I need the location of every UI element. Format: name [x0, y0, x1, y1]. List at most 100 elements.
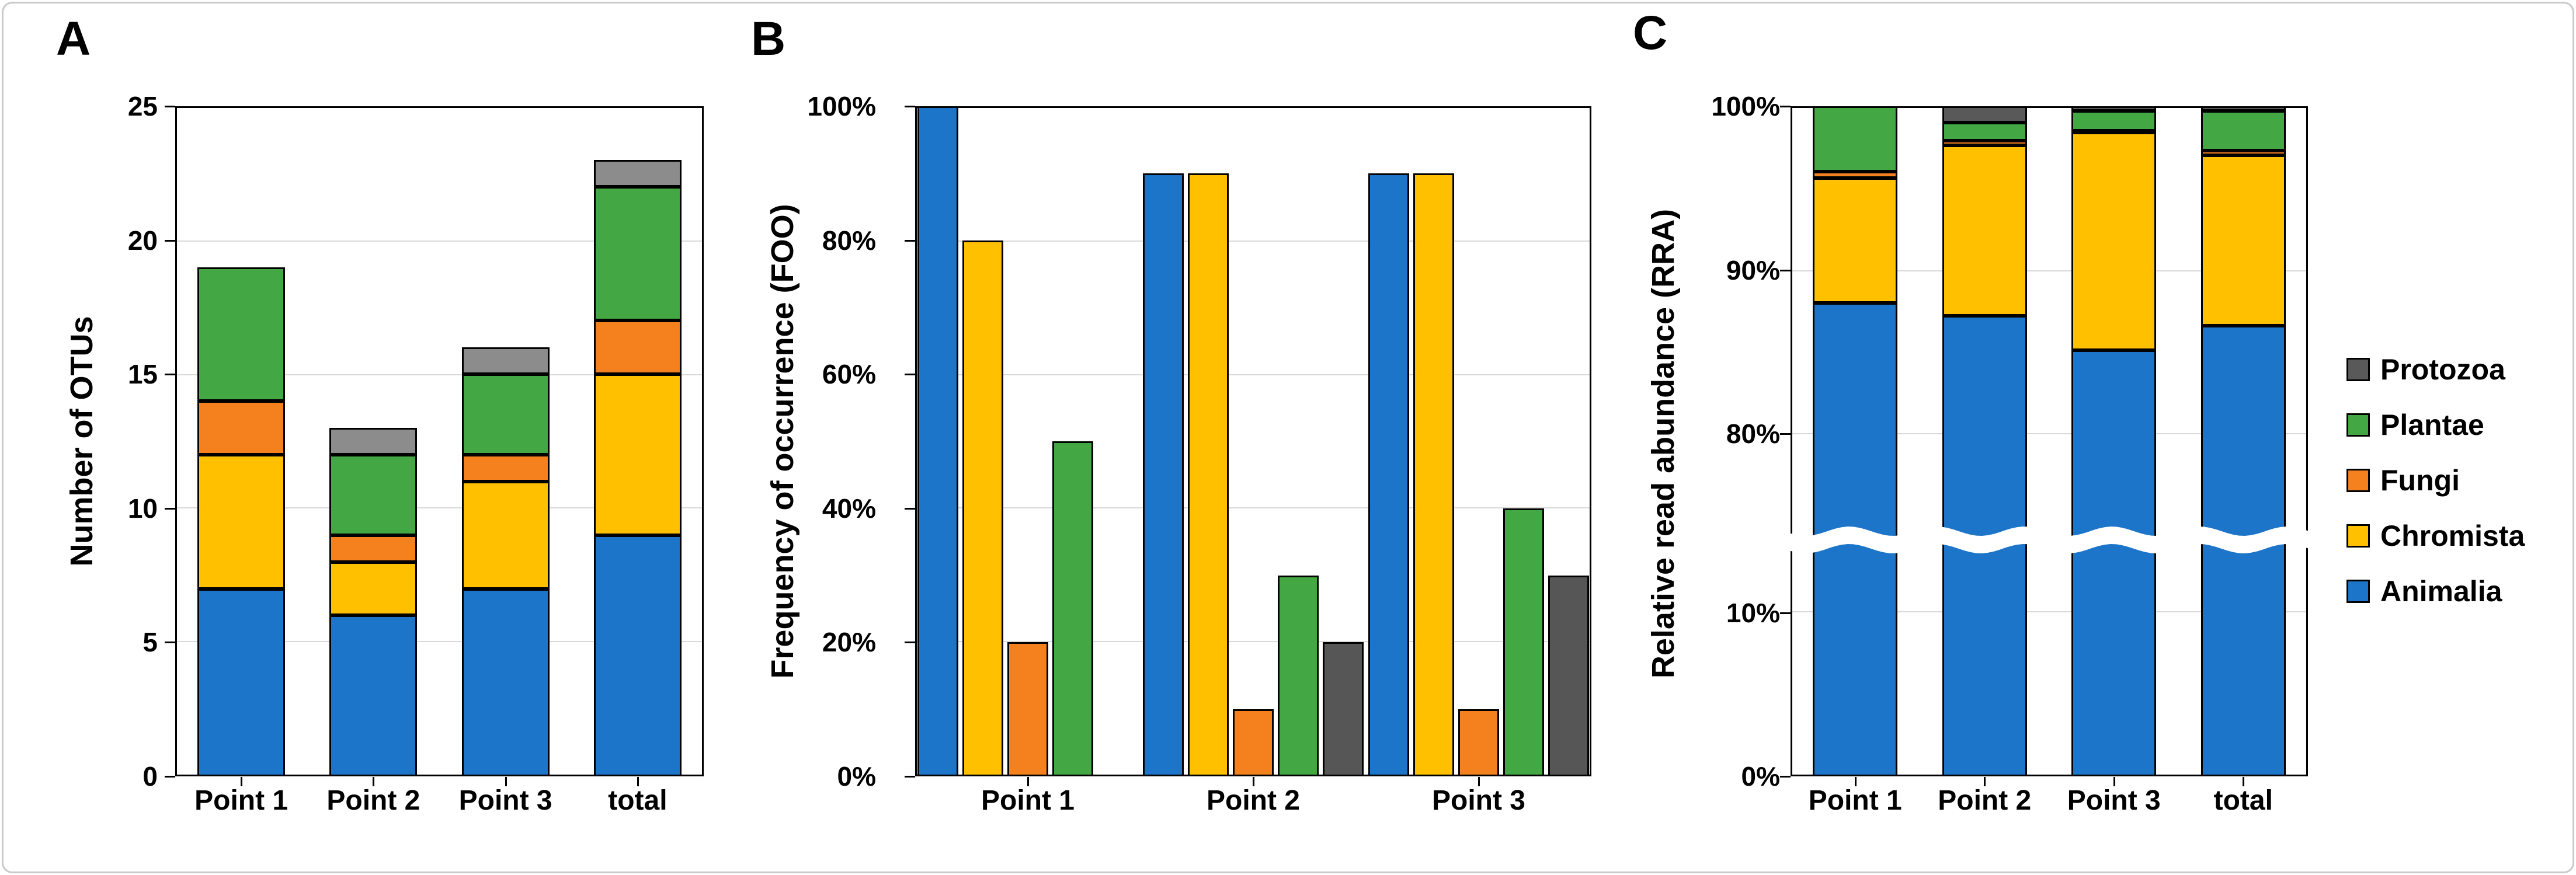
bar-a-point-2-fungi — [329, 535, 418, 562]
x-category-label-c: Point 1 — [1808, 785, 1902, 816]
y-tick-label-b: 100% — [807, 91, 876, 121]
y-tick-mark — [1780, 106, 1791, 107]
x-category-label-c: total — [2213, 785, 2273, 816]
x-category-label-c: Point 2 — [1938, 785, 2032, 816]
legend-item-fungi: Fungi — [2346, 465, 2460, 496]
gridline — [917, 640, 1590, 642]
legend-label-protozoa: Protozoa — [2380, 353, 2505, 386]
bar-c-point-3-plantae — [2071, 111, 2157, 131]
x-category-label-a: total — [608, 785, 668, 816]
y-tick-label-a: 10 — [127, 493, 158, 524]
chromista-swatch-icon — [2346, 524, 2370, 548]
bar-b-point-1-animalia — [917, 106, 958, 776]
bar-a-total-plantae — [593, 186, 682, 321]
x-tick-mark — [2113, 777, 2115, 786]
y-tick-label-b: 60% — [822, 359, 876, 390]
bar-c-total-animalia — [2200, 325, 2286, 776]
x-tick-mark — [505, 777, 507, 786]
fungi-swatch-icon — [2346, 469, 2370, 492]
bar-b-point-2-animalia — [1142, 173, 1184, 776]
bar-c-point-1-plantae — [1813, 106, 1898, 172]
bar-a-point-3-protozoa — [461, 347, 550, 375]
legend-item-plantae: Plantae — [2346, 409, 2484, 441]
y-tick-label-a: 5 — [142, 627, 158, 658]
chart-c-plot — [1791, 106, 2308, 776]
y-tick-mark — [1780, 433, 1791, 435]
bar-c-point-2-protozoa — [1942, 106, 2027, 123]
legend-item-protozoa: Protozoa — [2346, 354, 2505, 385]
y-tick-mark — [1780, 269, 1791, 271]
bar-b-point-2-fungi — [1233, 709, 1274, 776]
bar-a-total-animalia — [593, 535, 682, 776]
chart-a-plot — [175, 106, 704, 776]
y-tick-mark — [1780, 776, 1791, 778]
legend-label-plantae: Plantae — [2380, 409, 2484, 441]
y-axis-title-a: Number of OTUs — [64, 316, 99, 567]
gridline — [917, 240, 1590, 242]
bar-c-point-3-chromista — [2071, 132, 2157, 351]
bar-a-point-1-animalia — [197, 588, 286, 776]
y-tick-label-a: 25 — [127, 91, 158, 121]
x-tick-mark — [1253, 777, 1254, 786]
bar-a-point-3-plantae — [461, 374, 550, 455]
bar-a-total-chromista — [593, 374, 682, 535]
x-category-label-a: Point 1 — [194, 785, 288, 816]
bar-c-point-2-plantae — [1942, 123, 2027, 141]
bar-b-point-3-plantae — [1503, 508, 1545, 776]
gridline — [917, 507, 1590, 509]
y-tick-mark — [905, 239, 915, 242]
bar-b-point-3-chromista — [1413, 173, 1454, 776]
legend-item-animalia: Animalia — [2346, 576, 2502, 607]
bar-b-point-3-fungi — [1458, 709, 1499, 776]
x-tick-mark — [1027, 777, 1029, 786]
bar-a-point-3-chromista — [461, 481, 550, 589]
legend-label-chromista: Chromista — [2380, 520, 2525, 552]
y-tick-label-a: 15 — [127, 359, 158, 390]
gridline — [177, 374, 702, 375]
bar-b-point-2-protozoa — [1323, 642, 1364, 776]
y-tick-mark — [165, 106, 175, 107]
bar-a-total-protozoa — [593, 159, 682, 187]
bar-b-point-1-plantae — [1052, 441, 1094, 776]
gridline — [1792, 611, 2306, 613]
bar-b-point-1-chromista — [962, 240, 1003, 776]
bar-a-total-fungi — [593, 320, 682, 375]
y-tick-mark — [905, 374, 915, 376]
bar-c-point-1-chromista — [1813, 178, 1898, 303]
y-tick-mark — [165, 239, 175, 242]
gridline — [177, 640, 702, 642]
legend-label-animalia: Animalia — [2380, 575, 2502, 608]
y-tick-mark — [165, 642, 175, 644]
x-category-label-b: Point 3 — [1431, 785, 1525, 816]
gridline — [917, 374, 1590, 375]
bar-c-total-protozoa — [2200, 106, 2286, 111]
x-tick-mark — [373, 777, 375, 786]
gridline — [1792, 270, 2306, 272]
y-tick-label-c: 10% — [1726, 597, 1780, 628]
x-category-label-c: Point 3 — [2067, 785, 2161, 816]
bar-c-point-1-animalia — [1813, 302, 1898, 776]
x-category-label-b: Point 2 — [1206, 785, 1300, 816]
y-tick-label-b: 40% — [822, 493, 876, 524]
y-tick-label-b: 80% — [822, 225, 876, 256]
panel-letter-c: C — [1633, 6, 1668, 60]
y-tick-label-c: 80% — [1726, 419, 1780, 449]
x-tick-mark — [241, 777, 243, 786]
bar-c-point-2-chromista — [1942, 145, 2027, 316]
bar-a-point-3-fungi — [461, 454, 550, 482]
y-tick-label-a: 20 — [127, 225, 158, 256]
y-tick-mark — [165, 776, 175, 778]
bar-b-point-2-plantae — [1278, 575, 1319, 776]
bar-a-point-2-animalia — [329, 615, 418, 776]
animalia-swatch-icon — [2346, 580, 2370, 603]
x-category-label-a: Point 3 — [458, 785, 552, 816]
y-tick-label-b: 0% — [837, 761, 876, 792]
x-tick-mark — [2243, 777, 2245, 786]
y-tick-label-c: 90% — [1726, 255, 1780, 285]
y-tick-mark — [905, 642, 915, 644]
panel-letter-b: B — [751, 12, 786, 65]
bar-c-total-fungi — [2200, 150, 2286, 156]
x-tick-mark — [1854, 777, 1857, 786]
bar-b-point-1-fungi — [1007, 642, 1048, 776]
y-tick-mark — [905, 776, 915, 778]
